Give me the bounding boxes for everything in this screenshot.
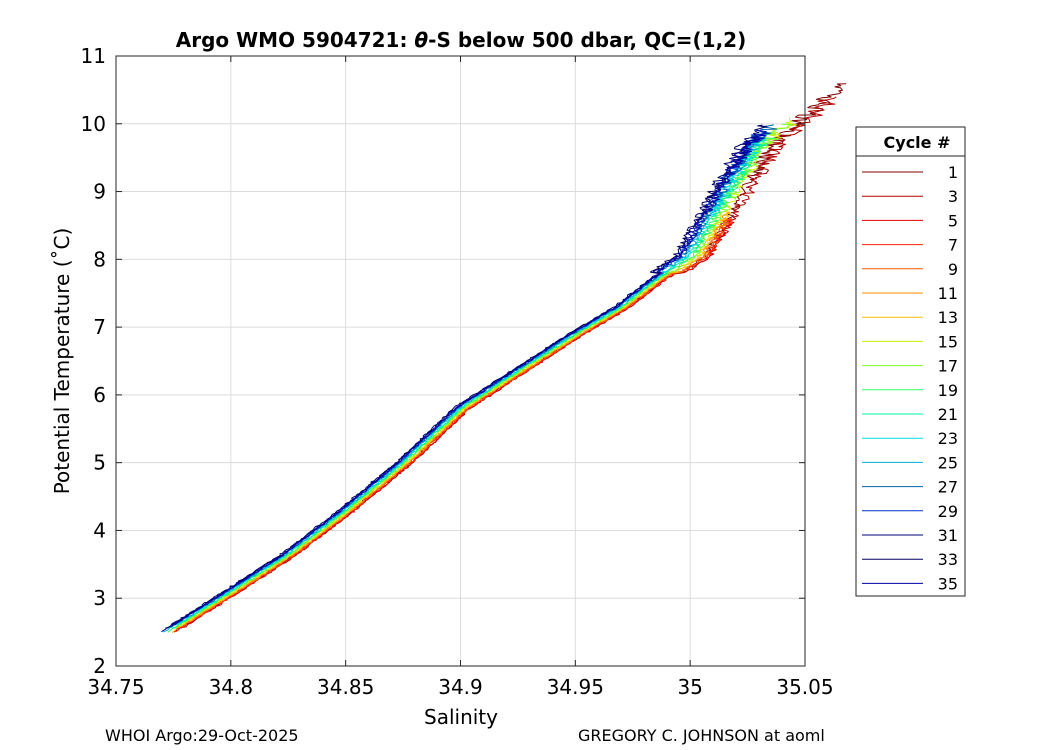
x-tick-label: 34.75 <box>87 675 144 699</box>
series-line-cycle-31 <box>161 136 759 633</box>
x-tick-label: 34.95 <box>547 675 604 699</box>
legend-label-cycle-25: 25 <box>938 453 958 472</box>
legend-label-cycle-31: 31 <box>938 526 958 545</box>
series-line-cycle-33 <box>165 124 768 629</box>
series-line-cycle-35 <box>172 129 767 626</box>
legend-box <box>855 126 966 597</box>
legend-label-cycle-17: 17 <box>938 357 958 376</box>
y-tick-label: 3 <box>93 586 106 610</box>
x-tick-label: 34.9 <box>438 675 483 699</box>
x-tick-label: 34.85 <box>317 675 374 699</box>
y-tick-label: 7 <box>93 315 106 339</box>
legend-label-cycle-21: 21 <box>938 405 958 424</box>
y-tick-label: 10 <box>81 112 106 136</box>
series-line-cycle-23 <box>175 136 766 626</box>
legend-label-cycle-11: 11 <box>938 284 958 303</box>
y-ticks: 2 3 4 5 6 7 8 9 10 11 <box>81 44 805 678</box>
x-ticks: 34.75 34.8 34.85 34.9 34.95 35 35.05 <box>87 56 834 699</box>
x-axis-label: Salinity <box>424 705 498 729</box>
x-tick-label: 34.8 <box>209 675 254 699</box>
footer-right: GREGORY C. JOHNSON at aoml <box>578 726 825 745</box>
legend-label-cycle-29: 29 <box>938 502 958 521</box>
chart-title: Argo WMO 5904721: θ-S below 500 dbar, QC… <box>176 28 746 52</box>
y-tick-label: 11 <box>81 44 106 68</box>
legend-label-cycle-5: 5 <box>948 211 958 230</box>
series-line-cycle-19 <box>167 137 777 633</box>
legend-label-cycle-3: 3 <box>948 187 958 206</box>
legend-label-cycle-33: 33 <box>938 550 958 569</box>
series-layer <box>161 83 847 634</box>
series-line-cycle-29 <box>173 129 770 626</box>
legend-label-cycle-1: 1 <box>948 163 958 182</box>
series-line-cycle-11 <box>181 211 730 626</box>
legend-label-cycle-7: 7 <box>948 236 958 255</box>
y-axis-label: Potential Temperature (˚C) <box>50 228 74 495</box>
legend-label-cycle-9: 9 <box>948 260 958 279</box>
y-tick-label: 4 <box>93 518 106 542</box>
legend-label-cycle-13: 13 <box>938 308 958 327</box>
series-line-cycle-17 <box>179 123 793 626</box>
series-line-cycle-27 <box>166 124 778 629</box>
x-tick-label: 35 <box>677 675 702 699</box>
series-line-cycle-21 <box>171 130 772 630</box>
y-tick-label: 6 <box>93 383 106 407</box>
legend-label-cycle-23: 23 <box>938 429 958 448</box>
legend-label-cycle-27: 27 <box>938 478 958 497</box>
series-line-cycle-25 <box>163 143 760 633</box>
y-tick-label: 9 <box>93 180 106 204</box>
x-tick-label: 35.05 <box>776 675 833 699</box>
y-tick-label: 5 <box>93 451 106 475</box>
series-line-cycle-15 <box>175 116 797 630</box>
legend-title: Cycle # <box>884 133 951 152</box>
legend-label-cycle-19: 19 <box>938 381 958 400</box>
legend-label-cycle-15: 15 <box>938 332 958 351</box>
grid-lines <box>116 56 805 666</box>
y-tick-label: 2 <box>93 654 106 678</box>
y-tick-label: 8 <box>93 247 106 271</box>
footer-left: WHOI Argo:29-Oct-2025 <box>105 726 299 745</box>
legend-label-cycle-35: 35 <box>938 574 958 593</box>
